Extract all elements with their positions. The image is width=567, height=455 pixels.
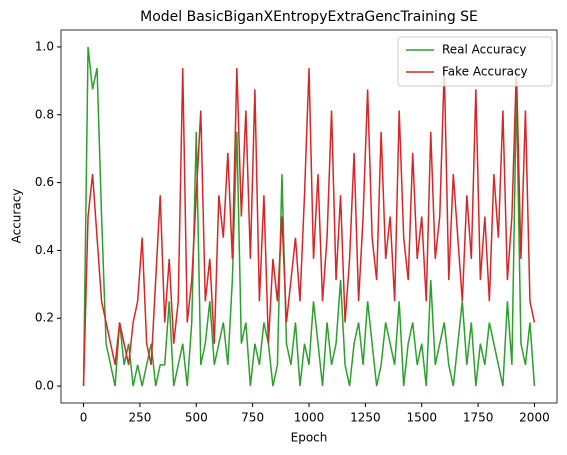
y-tick-label: 0.6 <box>35 175 54 189</box>
legend-label: Real Accuracy <box>442 43 526 57</box>
y-tick-label: 0.8 <box>35 107 54 121</box>
plot-frame <box>60 29 558 404</box>
x-axis-label: Epoch <box>291 431 328 445</box>
legend-box <box>397 36 553 87</box>
x-tick-label: 2000 <box>519 411 550 425</box>
y-tick-label: 1.0 <box>35 39 54 53</box>
x-tick-label: 1750 <box>463 411 494 425</box>
y-axis-label: Accuracy <box>10 189 24 244</box>
chart-title: Model BasicBiganXEntropyExtraGencTrainin… <box>140 9 478 25</box>
x-tick-label: 250 <box>128 411 151 425</box>
x-tick-label: 750 <box>241 411 264 425</box>
data-line <box>82 46 536 387</box>
y-tick-label: 0.2 <box>35 311 54 325</box>
x-tick-label: 1500 <box>406 411 437 425</box>
x-tick-label: 0 <box>80 411 88 425</box>
x-tick-label: 1250 <box>350 411 381 425</box>
legend-label: Fake Accuracy <box>442 65 528 79</box>
y-tick-label: 0.0 <box>35 379 54 393</box>
x-tick-label: 500 <box>185 411 208 425</box>
y-tick-label: 0.4 <box>35 243 54 257</box>
x-tick-label: 1000 <box>294 411 325 425</box>
data-line <box>82 68 536 387</box>
